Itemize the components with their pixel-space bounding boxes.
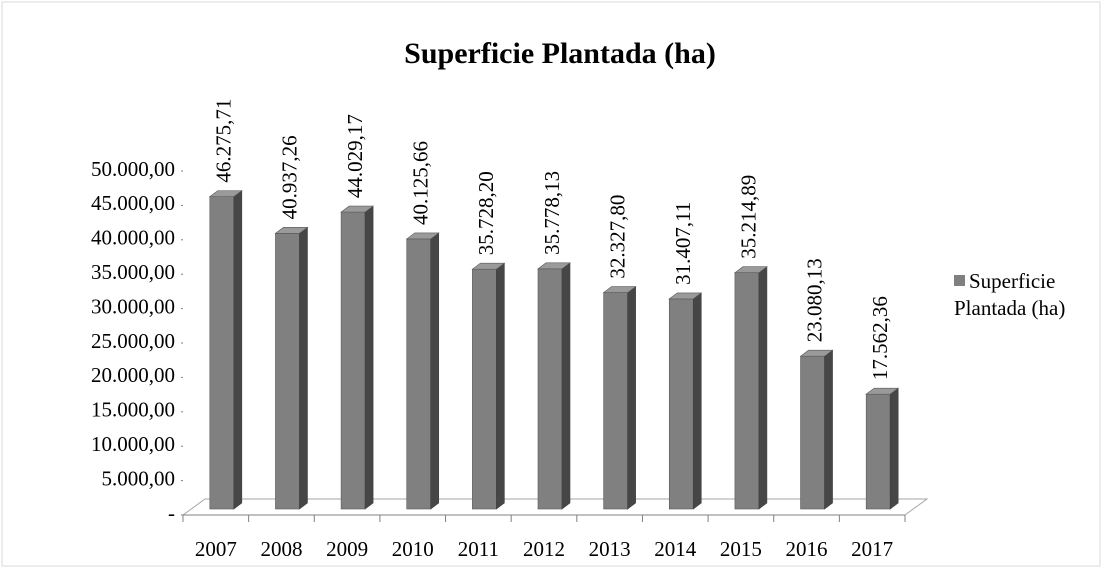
bar-face [800,355,825,510]
y-tick-label: 5.000,00 [102,466,176,490]
bar-face [865,387,900,395]
bar [734,266,768,510]
y-tick-label: - [168,501,175,525]
chart-title: Superficie Plantada (ha) [404,37,716,70]
y-tick-label: 50.000,00 [91,157,175,181]
bar-face [561,262,571,510]
bar-face [799,349,834,357]
bar [537,262,571,510]
data-label: 35.778,13 [540,171,564,255]
y-tick-label: 30.000,00 [91,294,175,318]
y-tick-label: 15.000,00 [91,398,175,422]
y-tick-label: 20.000,00 [91,363,175,387]
bar-face [668,298,694,510]
bar-face [406,238,432,510]
data-label: 17.562,36 [868,296,892,380]
y-tick-label: 35.000,00 [91,260,175,284]
bar-face [865,393,891,510]
data-label: 35.214,89 [737,175,761,259]
bar [208,190,243,510]
bar-face [602,286,637,293]
bar-face [496,262,505,510]
x-tick-label: 2016 [786,537,828,561]
bar [799,349,834,510]
bar [865,387,900,510]
bar-face [758,266,768,510]
bar-face [734,272,760,510]
bar-face [889,387,899,510]
bar-face [537,268,563,510]
data-label: 44.029,17 [343,114,367,198]
data-label: 46.275,71 [212,99,236,183]
bar-face [471,262,506,270]
bar [602,285,637,510]
x-tick-label: 2013 [589,537,631,561]
bar-face [274,227,309,234]
bar-face [603,292,628,510]
bar-face [734,266,768,274]
data-label: 40.125,66 [409,141,433,225]
data-label: 31.407,11 [671,202,695,285]
bar-face [472,268,497,510]
y-tick-label: 45.000,00 [91,191,175,215]
bar-face [233,190,243,510]
bar-face [627,285,636,510]
legend-label: Superficie Plantada (ha) [954,269,1066,320]
x-tick-label: 2010 [392,537,434,561]
legend: Superficie Plantada (ha) [954,268,1102,322]
bar-face [824,349,833,510]
x-tick-label: 2014 [654,537,697,561]
x-tick-label: 2015 [720,537,762,561]
bar [471,262,506,510]
bar-face [299,226,308,510]
bar-face [340,211,366,510]
y-tick-label: 40.000,00 [91,226,175,250]
legend-swatch [954,275,965,286]
bar-face [668,292,703,300]
y-tick-label: 25.000,00 [91,329,175,353]
x-tick-label: 2007 [195,537,237,561]
x-tick-label: 2011 [458,537,499,561]
bar [668,292,703,510]
bar [274,226,309,510]
bar-face [537,262,571,270]
data-label: 40.937,26 [277,135,301,219]
bar-face [405,232,440,240]
data-label: 32.327,80 [605,195,629,279]
bar [340,205,374,510]
bar [405,232,440,510]
data-label: 35.728,20 [474,171,498,255]
bar-face [275,233,300,510]
x-tick-label: 2009 [326,537,368,561]
bar-face [364,205,374,510]
bar-face [340,205,374,213]
bar-face [209,196,235,510]
x-tick-label: 2008 [260,537,302,561]
x-tick-label: 2017 [851,537,893,561]
data-label: 23.080,13 [802,258,826,342]
bar-face [692,292,702,510]
x-tick-label: 2012 [523,537,565,561]
bar-face [208,190,243,197]
y-tick-label: 10.000,00 [91,432,175,456]
bar-face [430,232,440,510]
